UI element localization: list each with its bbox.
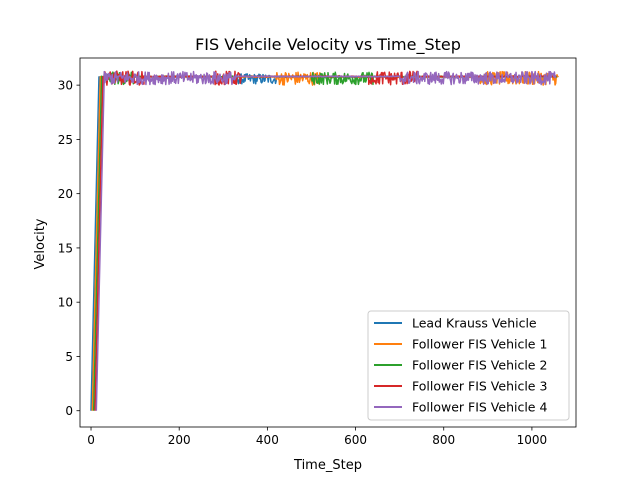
x-tick-label: 200 [168, 433, 191, 447]
plot-frame [79, 57, 577, 428]
y-tick-label: 15 [58, 241, 73, 255]
axes: 0 200 400 600 800 1000 0 5 10 15 20 25 30 [58, 57, 577, 447]
x-axis-label: Time_Step [293, 458, 362, 473]
x-tick-label: 400 [256, 433, 279, 447]
legend-label: Follower FIS Vehicle 3 [412, 379, 547, 394]
legend-label: Follower FIS Vehicle 1 [412, 337, 547, 352]
y-tick-label: 30 [58, 79, 73, 93]
legend: Lead Krauss Vehicle Follower FIS Vehicle … [367, 310, 570, 421]
y-tick-label: 20 [58, 187, 73, 201]
legend-label: Follower FIS Vehicle 2 [412, 358, 547, 373]
y-tick-label: 5 [65, 350, 73, 364]
y-tick-label: 10 [58, 296, 73, 310]
chart-title: FIS Vehcile Velocity vs Time_Step [195, 35, 461, 55]
legend-box [367, 310, 570, 421]
legend-label: Lead Krauss Vehicle [412, 316, 537, 331]
x-tick-label: 1000 [517, 433, 548, 447]
legend-label: Follower FIS Vehicle 4 [412, 400, 547, 415]
x-tick-label: 0 [87, 433, 95, 447]
y-axis-label: Velocity [33, 218, 48, 269]
x-tick-label: 800 [432, 433, 455, 447]
series-lines [90, 70, 559, 411]
y-tick-label: 25 [58, 133, 73, 147]
series-line-5 [95, 70, 557, 411]
x-tick-label: 600 [344, 433, 367, 447]
y-tick-label: 0 [65, 404, 73, 418]
